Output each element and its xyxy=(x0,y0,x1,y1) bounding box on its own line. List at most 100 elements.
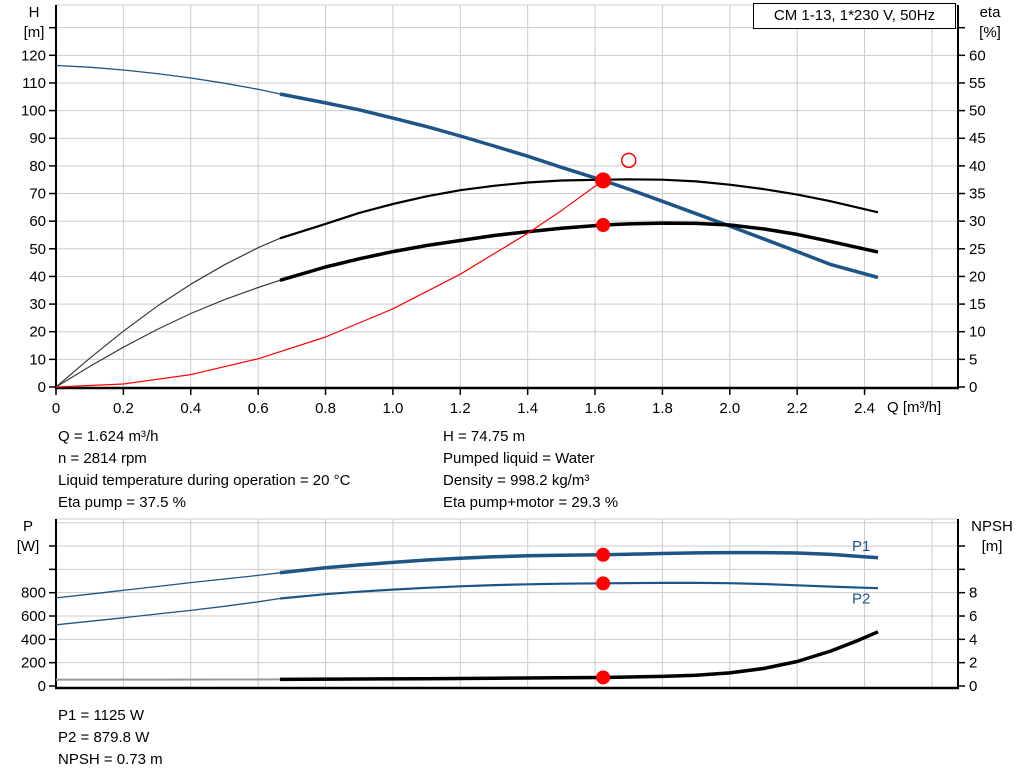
left-tick-label: 0 xyxy=(38,379,46,396)
power-data-line: P2 = 879.8 W xyxy=(58,729,150,746)
right-tick-label: 8 xyxy=(969,585,977,602)
series-npsh-curve xyxy=(279,630,879,682)
left-tick-label: 30 xyxy=(29,296,46,313)
x-tick-label: 1.0 xyxy=(382,400,403,417)
x-tick-label: 2.4 xyxy=(854,400,875,417)
x-tick-label: 2.0 xyxy=(719,400,740,417)
operating-data-line: Eta pump = 37.5 % xyxy=(58,494,186,511)
series-p1-curve xyxy=(55,572,281,599)
left-tick-label: 60 xyxy=(29,213,46,230)
right-tick-label: 40 xyxy=(969,158,986,175)
operating-data-line: Liquid temperature during operation = 20… xyxy=(58,472,351,489)
left-tick-label: 120 xyxy=(21,47,46,64)
right-tick-label: 35 xyxy=(969,186,986,203)
pump-type-label: CM 1-13, 1*230 V, 50Hz xyxy=(773,7,936,24)
duty-point-eta-marker[interactable] xyxy=(596,218,611,233)
x-tick-label: 1.2 xyxy=(450,400,471,417)
h-axis-label: H xyxy=(28,4,40,21)
x-tick-label: 0 xyxy=(52,400,60,417)
operating-data-line: Q = 1.624 m³/h xyxy=(58,428,159,445)
eta-axis-unit: [%] xyxy=(979,24,1001,41)
series-eta-pump-curve xyxy=(279,178,879,240)
series-head-curve xyxy=(55,64,281,95)
duty-point-p2-marker[interactable] xyxy=(596,576,611,591)
p-axis-label: P xyxy=(22,518,33,535)
series-eta-pump-motor-curve xyxy=(55,279,281,388)
series-system-curve xyxy=(55,179,604,388)
x-tick-label: 1.8 xyxy=(652,400,673,417)
right-tick-label: 10 xyxy=(969,324,986,341)
left-tick-label: 800 xyxy=(21,585,46,602)
x-tick-label: 0.6 xyxy=(248,400,269,417)
series-head-curve xyxy=(279,92,879,280)
power-data-block: P1 = 1125 W P2 = 879.8 W NPSH = 0.73 m xyxy=(58,705,163,771)
q-axis-title: Q [m³/h] xyxy=(887,399,942,416)
duty-data-line: Density = 998.2 kg/m³ xyxy=(443,472,590,489)
series-eta-pump-motor-curve xyxy=(279,221,879,282)
left-tick-label: 80 xyxy=(29,158,46,175)
curve-label-p1: P1 xyxy=(852,538,870,555)
power-data-line: P1 = 1125 W xyxy=(58,707,145,724)
left-tick-label: 20 xyxy=(29,324,46,341)
rated-point-marker[interactable] xyxy=(620,152,637,169)
x-tick-label: 2.2 xyxy=(787,400,808,417)
duty-point-npsh-marker[interactable] xyxy=(596,670,611,685)
left-tick-label: 90 xyxy=(29,130,46,147)
right-tick-label: 20 xyxy=(969,268,986,285)
right-tick-label: 2 xyxy=(969,655,977,672)
series-p2-curve xyxy=(279,581,879,600)
pump-type-box: CM 1-13, 1*230 V, 50Hz xyxy=(753,3,956,29)
h-axis-unit: [m] xyxy=(23,24,45,41)
duty-data-block: H = 74.75 m Pumped liquid = Water Densit… xyxy=(443,426,618,514)
x-tick-label: 1.6 xyxy=(585,400,606,417)
hq-eta-chart: 0 10 20 30 40 50 60 70 80 90 100 110 120 0 5 10 15 20 25 30… xyxy=(21,4,986,417)
power-data-line: NPSH = 0.73 m xyxy=(58,751,163,768)
npsh-axis-label: NPSH xyxy=(971,518,1013,535)
eta-axis-title: eta [%] xyxy=(964,3,1016,43)
operating-data-block: Q = 1.624 m³/h n = 2814 rpm Liquid tempe… xyxy=(58,426,350,514)
left-tick-label: 100 xyxy=(21,103,46,120)
duty-data-line: Eta pump+motor = 29.3 % xyxy=(443,494,619,511)
series-eta-pump-curve xyxy=(55,237,281,388)
left-tick-label: 70 xyxy=(29,186,46,203)
right-tick-label: 0 xyxy=(969,379,977,396)
left-tick-label: 110 xyxy=(22,75,46,92)
right-tick-label: 25 xyxy=(969,241,986,258)
right-tick-label: 45 xyxy=(969,130,986,147)
duty-point-p1-marker[interactable] xyxy=(596,547,611,562)
duty-point-head-marker[interactable] xyxy=(595,172,612,189)
right-tick-label: 55 xyxy=(969,75,986,92)
right-tick-label: 30 xyxy=(969,213,986,230)
left-tick-label: 0 xyxy=(38,678,46,695)
duty-data-line: Pumped liquid = Water xyxy=(443,450,595,467)
p-axis-unit: [W] xyxy=(16,538,40,555)
x-tick-label: 0.4 xyxy=(180,400,201,417)
npsh-axis-title: NPSH [m] xyxy=(962,517,1022,557)
power-npsh-chart: 0 200 400 600 800 0 2 4 6 8 P1 P2 xyxy=(21,518,977,695)
left-tick-label: 200 xyxy=(21,655,46,672)
x-tick-label: 0.8 xyxy=(315,400,336,417)
right-tick-label: 15 xyxy=(969,296,986,313)
right-tick-label: 5 xyxy=(969,351,977,368)
x-tick-label: 1.4 xyxy=(517,400,538,417)
p-axis-title: P [W] xyxy=(4,517,52,557)
x-tick-label: 0.2 xyxy=(113,400,134,417)
right-tick-label: 4 xyxy=(969,631,977,648)
series-p2-curve xyxy=(55,597,281,626)
right-tick-label: 0 xyxy=(969,678,977,695)
curve-label-p2: P2 xyxy=(852,590,870,607)
eta-axis-label: eta xyxy=(979,4,1001,21)
right-tick-label: 6 xyxy=(969,608,977,625)
left-tick-label: 10 xyxy=(29,351,46,368)
left-tick-label: 400 xyxy=(21,631,46,648)
right-tick-label: 60 xyxy=(969,47,986,64)
left-tick-label: 50 xyxy=(29,241,46,258)
series-p1-curve xyxy=(279,550,879,575)
duty-data-line: H = 74.75 m xyxy=(443,428,526,445)
h-axis-title: H [m] xyxy=(10,3,58,43)
right-tick-label: 50 xyxy=(969,103,986,120)
left-tick-label: 600 xyxy=(21,608,46,625)
operating-data-line: n = 2814 rpm xyxy=(58,450,147,467)
npsh-axis-unit: [m] xyxy=(981,538,1003,555)
